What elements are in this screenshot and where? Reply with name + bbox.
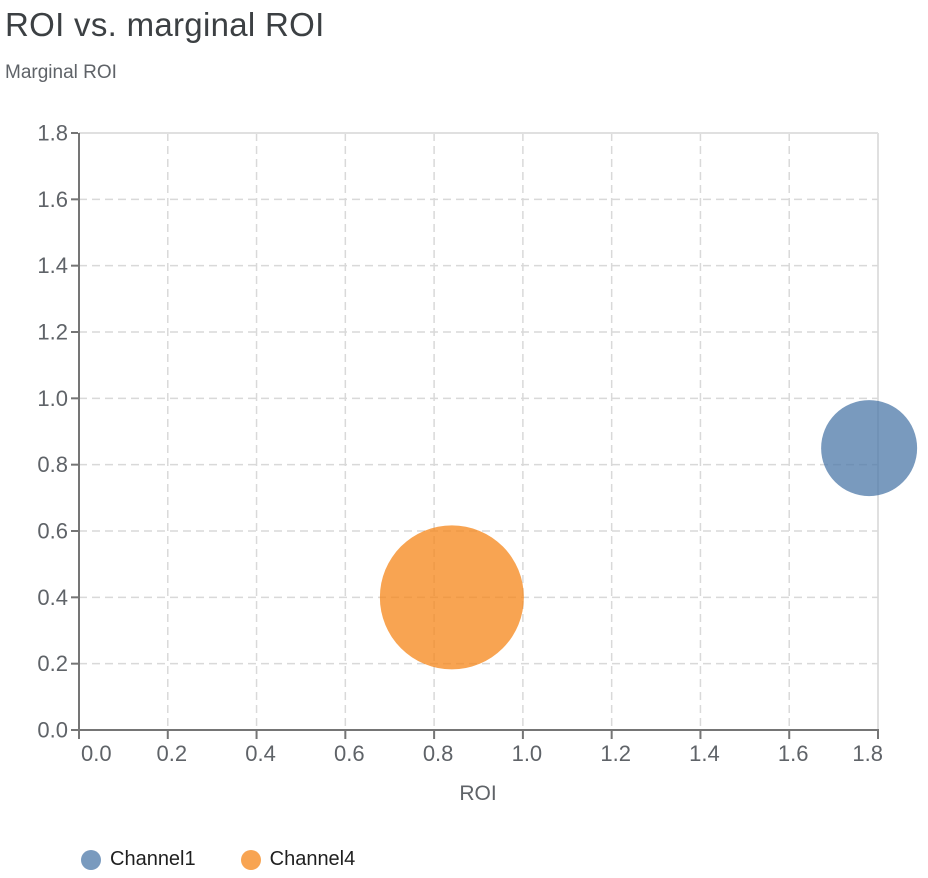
x-tick-label: 1.4 [689,741,720,766]
y-tick-label: 0.0 [37,718,68,743]
x-tick-label: 1.0 [512,741,543,766]
axis-layer: 0.0 0.2 0.4 0.6 0.8 1.0 1.2 1.4 1.6 1.8 0.0 0.2 0.4 0… [37,121,883,767]
x-tick-label: 0.8 [423,741,454,766]
x-tick-label: 0.0 [81,741,112,766]
bubble-channel1[interactable] [821,400,918,497]
x-tick-label: 0.6 [334,741,365,766]
y-tick-label: 0.6 [37,519,68,544]
channel1-swatch-icon [81,849,101,870]
y-tick-label: 0.8 [37,452,68,477]
legend-label-channel4: Channel4 [269,848,356,870]
legend-label-channel1: Channel1 [110,848,196,870]
y-axis-title: Marginal ROI [5,62,117,83]
legend-item-channel1[interactable]: Channel1 [81,848,196,871]
y-tick-label: 1.4 [37,253,68,278]
legend-item-channel4[interactable]: Channel4 [240,848,356,871]
legend: Channel1 Channel4 [81,848,355,871]
x-tick-label: 1.2 [600,741,631,766]
y-tick-label: 0.4 [37,585,68,610]
x-tick-label: 1.6 [778,741,809,766]
mark-layer [379,400,918,670]
chart-title: ROI vs. marginal ROI [5,6,325,43]
x-tick-label: 0.2 [156,741,187,766]
grid-layer [79,132,879,730]
bubble-channel4[interactable] [379,525,524,670]
y-tick-label: 1.8 [37,121,68,146]
y-tick-label: 1.6 [37,187,68,212]
y-tick-label: 1.0 [37,386,68,411]
x-axis-title: ROI [459,782,496,805]
x-tick-label: 1.8 [852,741,883,766]
y-tick-label: 0.2 [37,651,68,676]
y-tick-label: 1.2 [37,320,68,345]
channel4-swatch-icon [240,849,261,870]
x-tick-label: 0.4 [245,741,276,766]
